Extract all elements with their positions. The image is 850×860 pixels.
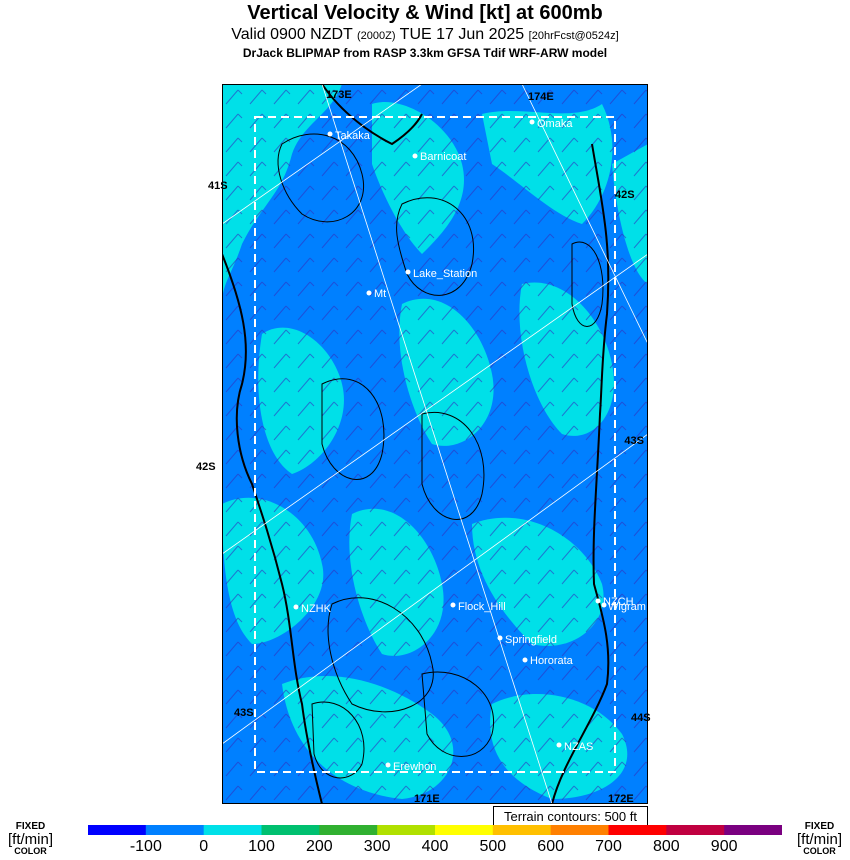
- colorbar-tick-label: 100: [248, 838, 275, 855]
- colorbar: [88, 825, 782, 835]
- place-flock-hill: Flock_Hill: [458, 601, 506, 613]
- grid-label-43s-right: 43S: [624, 435, 644, 447]
- colorbar-tick-label: 200: [305, 838, 333, 855]
- place-springfield: Springfield: [505, 634, 557, 646]
- colorbar-tick-label: 700: [595, 838, 622, 855]
- color-text-right: COLOR: [803, 846, 836, 856]
- map-frame: [222, 84, 648, 804]
- place-nzhk: NZHK: [301, 603, 332, 615]
- colorbar-segment: [608, 825, 667, 835]
- colorbar-segment: [261, 825, 320, 835]
- grid-label-174e: 174E: [528, 91, 554, 103]
- colorbar-tick-label: 800: [652, 838, 680, 855]
- colorbar-segment: [88, 825, 147, 835]
- velocity-map: 173E 174E 42S 43S 43S 171E 172E Takaka O…: [222, 84, 648, 804]
- valid-fcst: [20hrFcst@0524z]: [528, 30, 619, 42]
- colorbar-tick-label: 300: [363, 838, 391, 855]
- place-wigram: Wigram: [608, 601, 646, 613]
- place-nzas: NZAS: [564, 741, 593, 753]
- grid-label-41s-left: 41S: [208, 180, 228, 192]
- model-info: DrJack BLIPMAP from RASP 3.3km GFSA Tdif…: [242, 46, 608, 60]
- colorbar-segment: [492, 825, 552, 835]
- place-mt: Mt: [374, 288, 386, 300]
- terrain-contours-note: Terrain contours: 500 ft: [493, 806, 648, 827]
- colorbar-right-label: FIXED [ft/min] COLOR: [797, 822, 842, 856]
- grid-label-171e: 171E: [414, 793, 440, 804]
- colorbar-segment: [724, 825, 782, 835]
- colorbar-tick-label: 500: [479, 838, 507, 855]
- units-text-right: [ft/min]: [797, 831, 843, 848]
- fixed-text-right: FIXED: [804, 821, 835, 832]
- colorbar-left-label: FIXED [ft/min] COLOR: [8, 822, 53, 856]
- fixed-text-left: FIXED: [15, 821, 46, 832]
- grid-label-43s-left: 43S: [234, 707, 254, 719]
- chart-title: Vertical Velocity & Wind [kt] at 600mb: [247, 2, 603, 24]
- colorbar-tick-label: 900: [710, 838, 738, 855]
- color-text-left: COLOR: [14, 846, 47, 856]
- colorbar-segment: [550, 825, 609, 835]
- valid-main: Valid 0900 NZDT: [231, 26, 353, 43]
- colorbar-segment: [435, 825, 494, 835]
- grid-label-44s-right: 44S: [631, 712, 651, 724]
- place-lake-station: Lake_Station: [413, 268, 477, 280]
- valid-time: Valid 0900 NZDT (2000Z) TUE 17 Jun 2025 …: [0, 26, 850, 44]
- colorbar-tick-label: -100: [129, 838, 162, 855]
- grid-label-173e: 173E: [326, 89, 352, 101]
- colorbar-segment: [377, 825, 436, 835]
- valid-z: (2000Z): [356, 30, 396, 42]
- colorbar-segment: [319, 825, 378, 835]
- colorbar-segment: [145, 825, 205, 835]
- lat-lon-lines: [222, 84, 648, 804]
- coastline: [222, 84, 610, 804]
- terrain-contours: [277, 133, 604, 779]
- grid-label-42s-right: 42S: [615, 189, 635, 201]
- grid-label-42s-left: 42S: [196, 461, 216, 473]
- place-omaka: Omaka: [537, 118, 573, 130]
- colorbar-segment: [666, 825, 725, 835]
- grid-label-172e: 172E: [608, 793, 634, 804]
- units-text-left: [ft/min]: [8, 831, 54, 848]
- colorbar-tick-label: 600: [537, 838, 564, 855]
- place-barnicoat: Barnicoat: [420, 151, 466, 163]
- place-hororata: Hororata: [530, 655, 574, 667]
- colorbar-tick-label: 400: [421, 838, 449, 855]
- place-erewhon: Erewhon: [393, 761, 436, 773]
- colorbar-segment: [203, 825, 262, 835]
- place-nzch: NZCH: [603, 596, 634, 608]
- colorbar-tick-label: 0: [199, 838, 209, 855]
- valid-date: TUE 17 Jun 2025: [399, 26, 525, 43]
- place-takaka: Takaka: [335, 130, 371, 142]
